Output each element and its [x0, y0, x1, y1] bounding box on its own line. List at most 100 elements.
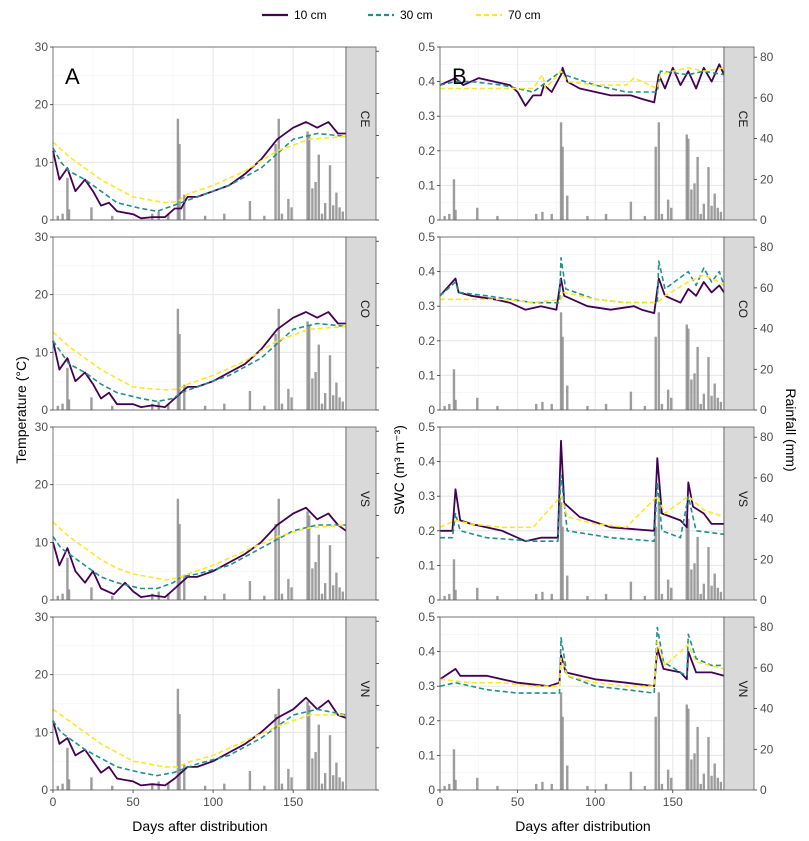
rain-bar: [710, 205, 713, 220]
y-tick-label: 0.3: [418, 489, 435, 503]
facet-strip-label: VN: [358, 681, 372, 698]
y-tick-label: 10: [35, 725, 49, 739]
x-tick-label: 50: [126, 795, 140, 809]
rain-bar: [167, 593, 170, 600]
rain-bar: [90, 587, 93, 600]
rain-bar: [280, 783, 284, 790]
facet-strip: [345, 616, 377, 791]
x-tick-label: 150: [283, 795, 303, 809]
rain-bar: [586, 215, 589, 220]
facet-strip-label: CO: [736, 300, 750, 318]
y-tick-label: 0.4: [418, 265, 435, 279]
rain-bar: [317, 534, 320, 600]
rain-bar: [56, 215, 60, 220]
y-tick-label: 30: [35, 40, 49, 54]
facet-strip-label: CO: [358, 300, 372, 318]
facet-strip: [345, 426, 377, 601]
facet-strip-label: VS: [736, 491, 750, 507]
rain-bar: [654, 336, 657, 410]
facet-strip: [723, 426, 755, 601]
rain-bar: [67, 399, 71, 410]
rain-bar: [90, 777, 93, 790]
rain-bar: [654, 716, 657, 790]
rain-bar: [90, 207, 93, 220]
rain-bar: [448, 213, 451, 220]
legend-label-2: 70 cm: [508, 8, 541, 22]
y-tick-label: 30: [35, 610, 49, 624]
rain-bar: [274, 714, 277, 790]
rain-bar: [657, 502, 661, 600]
series-line-70cm: [52, 135, 347, 204]
rain-bar: [452, 179, 456, 220]
rain-bar: [707, 167, 710, 220]
rain-bar: [331, 775, 335, 790]
rain-bar: [496, 595, 499, 600]
rain-bar: [476, 207, 479, 220]
rain-bar: [263, 785, 266, 790]
rain-bar: [287, 388, 290, 410]
rain-bar: [550, 783, 553, 790]
rain-bar: [183, 574, 186, 600]
rain-bar: [586, 405, 589, 410]
rain-bar: [290, 587, 293, 600]
rain-bar: [277, 308, 280, 410]
rain-bar: [338, 777, 341, 790]
series-line-10cm: [52, 121, 346, 220]
rain-bar: [535, 593, 538, 600]
rain-bar: [151, 403, 154, 410]
rain-tick-label: 40: [760, 702, 774, 716]
rain-bar: [178, 144, 181, 220]
rain-bar: [702, 583, 706, 600]
rain-bar: [151, 593, 154, 600]
facet-strip: [723, 616, 755, 791]
rain-bar: [341, 401, 344, 410]
rain-bar: [454, 399, 457, 410]
facet-a-vs: VS 0 10 20 30: [35, 420, 379, 607]
y-tick-label: 0: [428, 783, 435, 797]
rain-bar: [643, 405, 647, 410]
rain-bar: [111, 405, 114, 410]
rain-tick-label: 20: [760, 552, 774, 566]
rain-bar: [660, 593, 664, 600]
rain-bar: [690, 379, 693, 410]
rain-bar: [314, 752, 317, 790]
rain-bar: [320, 783, 324, 790]
rain-tick-label: 20: [760, 362, 774, 376]
rain-bar: [666, 579, 670, 600]
rain-bar: [699, 593, 702, 600]
facet-a-vn: VN 0 10 20 30 0 50 100 150: [35, 610, 379, 809]
rain-bar: [280, 403, 284, 410]
rain-bar: [328, 545, 332, 600]
rain-bar: [306, 131, 309, 220]
rain-bar: [561, 716, 564, 790]
facet-strip: [723, 46, 755, 221]
y-tick-label: 0: [428, 403, 435, 417]
y-tick-label: 0.4: [418, 645, 435, 659]
rain-bar: [320, 593, 324, 600]
series-line-70cm: [439, 495, 725, 529]
rain-bar: [454, 779, 457, 790]
series-line-70cm: [52, 708, 346, 768]
rain-bar: [496, 785, 499, 790]
series-line-30cm: [439, 70, 725, 93]
y-tick-label: 20: [35, 288, 49, 302]
rain-bar: [693, 373, 696, 410]
facet-a-co: CO 0 10 20 30: [35, 230, 379, 417]
rain-tick-label: 80: [760, 430, 774, 444]
facet-strip-label: CE: [358, 111, 372, 128]
rain-bar: [713, 383, 716, 410]
rain-bar: [287, 578, 290, 600]
y-tick-label: 0: [41, 213, 48, 227]
rain-bar: [719, 591, 723, 600]
rain-bar: [561, 526, 564, 600]
series-line-70cm: [52, 521, 347, 581]
rain-bar: [693, 563, 696, 600]
rain-bar: [710, 395, 713, 410]
rain-bar: [710, 585, 713, 600]
rain-bar: [550, 593, 553, 600]
rain-bar: [307, 325, 311, 410]
rain-bar: [61, 403, 64, 410]
rain-bar: [713, 573, 716, 600]
x-axis-title-b: Days after distribution: [515, 818, 650, 834]
